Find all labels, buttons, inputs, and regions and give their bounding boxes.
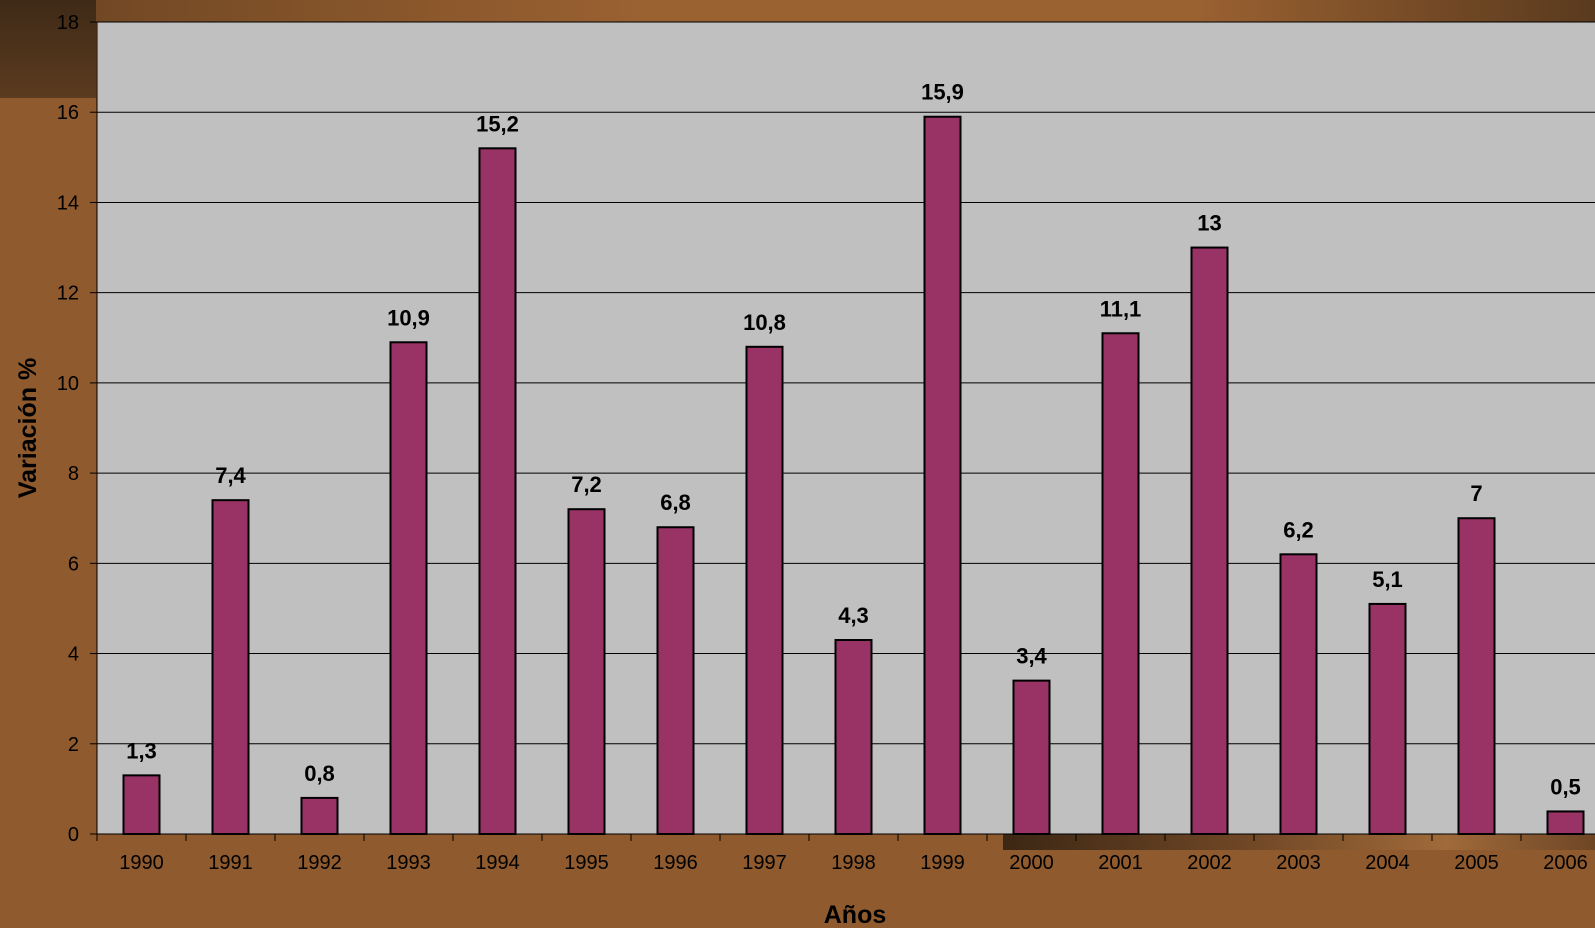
data-labels: 1,3 7,4 0,8 10,9 15,2 7,2 6,8 10,8 4,3 15,9 3,4 11,… <box>126 80 1581 800</box>
bar <box>656 526 695 835</box>
data-label: 10,8 <box>743 310 786 335</box>
data-label: 6,8 <box>660 490 691 515</box>
gridlines <box>97 21 1595 745</box>
x-tick-label: 1999 <box>920 852 965 874</box>
x-tick-label: 2002 <box>1187 852 1232 874</box>
data-label: 5,1 <box>1372 567 1403 592</box>
y-tick-label: 4 <box>68 644 79 666</box>
data-label: 7,2 <box>571 472 602 497</box>
x-tick-label: 1993 <box>386 852 431 874</box>
data-label: 0,5 <box>1550 774 1581 799</box>
bar <box>1546 810 1585 836</box>
x-tick-label: 1995 <box>564 852 609 874</box>
x-tick-label: 1991 <box>208 852 253 874</box>
y-tick-label: 18 <box>57 12 79 34</box>
bar <box>1457 517 1496 835</box>
background-bottom-strip <box>1003 834 1595 850</box>
x-tick-label: 2000 <box>1009 852 1054 874</box>
bar <box>1279 553 1318 835</box>
x-tick-label: 1992 <box>297 852 342 874</box>
background-corner-block <box>0 0 96 98</box>
bar <box>122 774 161 835</box>
bar <box>300 796 339 836</box>
y-tick-label: 0 <box>68 824 79 846</box>
bar <box>1012 679 1051 835</box>
y-tick-label: 2 <box>68 734 79 756</box>
data-label: 15,2 <box>476 111 519 136</box>
x-tick-labels: 1990 1991 1992 1993 1994 1995 1996 1997 1998 1999… <box>119 852 1588 874</box>
bar <box>1190 246 1229 836</box>
data-label: 7,4 <box>215 463 246 488</box>
data-label: 7 <box>1470 481 1482 506</box>
bar <box>745 345 784 835</box>
y-axis-title: Variación % <box>14 358 42 498</box>
axes <box>90 21 1595 841</box>
data-label: 10,9 <box>387 305 430 330</box>
bar <box>834 639 873 835</box>
bar <box>923 115 962 835</box>
bar <box>1368 602 1407 836</box>
x-tick-label: 1998 <box>831 852 876 874</box>
bar <box>1101 332 1140 835</box>
bar <box>567 508 606 835</box>
y-tick-label: 10 <box>57 373 79 395</box>
data-label: 3,4 <box>1016 644 1047 669</box>
x-tick-label: 1994 <box>475 852 520 874</box>
x-tick-label: 1990 <box>119 852 164 874</box>
x-tick-label: 1997 <box>742 852 787 874</box>
data-label: 15,9 <box>921 80 964 105</box>
bar <box>389 341 428 835</box>
y-tick-label: 8 <box>68 463 79 485</box>
data-label: 13 <box>1197 211 1221 236</box>
y-tick-labels: 0 2 4 6 8 10 12 14 16 18 <box>57 12 79 846</box>
y-tick-label: 12 <box>57 283 79 305</box>
x-tick-label: 2003 <box>1276 852 1321 874</box>
x-tick-label: 1996 <box>653 852 698 874</box>
x-tick-label: 2005 <box>1454 852 1499 874</box>
data-label: 0,8 <box>304 761 335 786</box>
x-axis-title: Años <box>824 901 887 928</box>
bar <box>211 499 250 835</box>
y-tick-label: 14 <box>57 192 79 214</box>
data-label: 11,1 <box>1100 296 1142 321</box>
x-tick-label: 2006 <box>1543 852 1588 874</box>
y-tick-label: 16 <box>57 102 79 124</box>
data-label: 1,3 <box>126 738 157 763</box>
y-tick-label: 6 <box>68 553 79 575</box>
x-tick-label: 2004 <box>1365 852 1410 874</box>
bar <box>478 147 517 836</box>
data-label: 4,3 <box>838 603 869 628</box>
data-label: 6,2 <box>1283 517 1314 542</box>
background-top-band <box>0 0 1595 22</box>
x-tick-label: 2001 <box>1098 852 1143 874</box>
